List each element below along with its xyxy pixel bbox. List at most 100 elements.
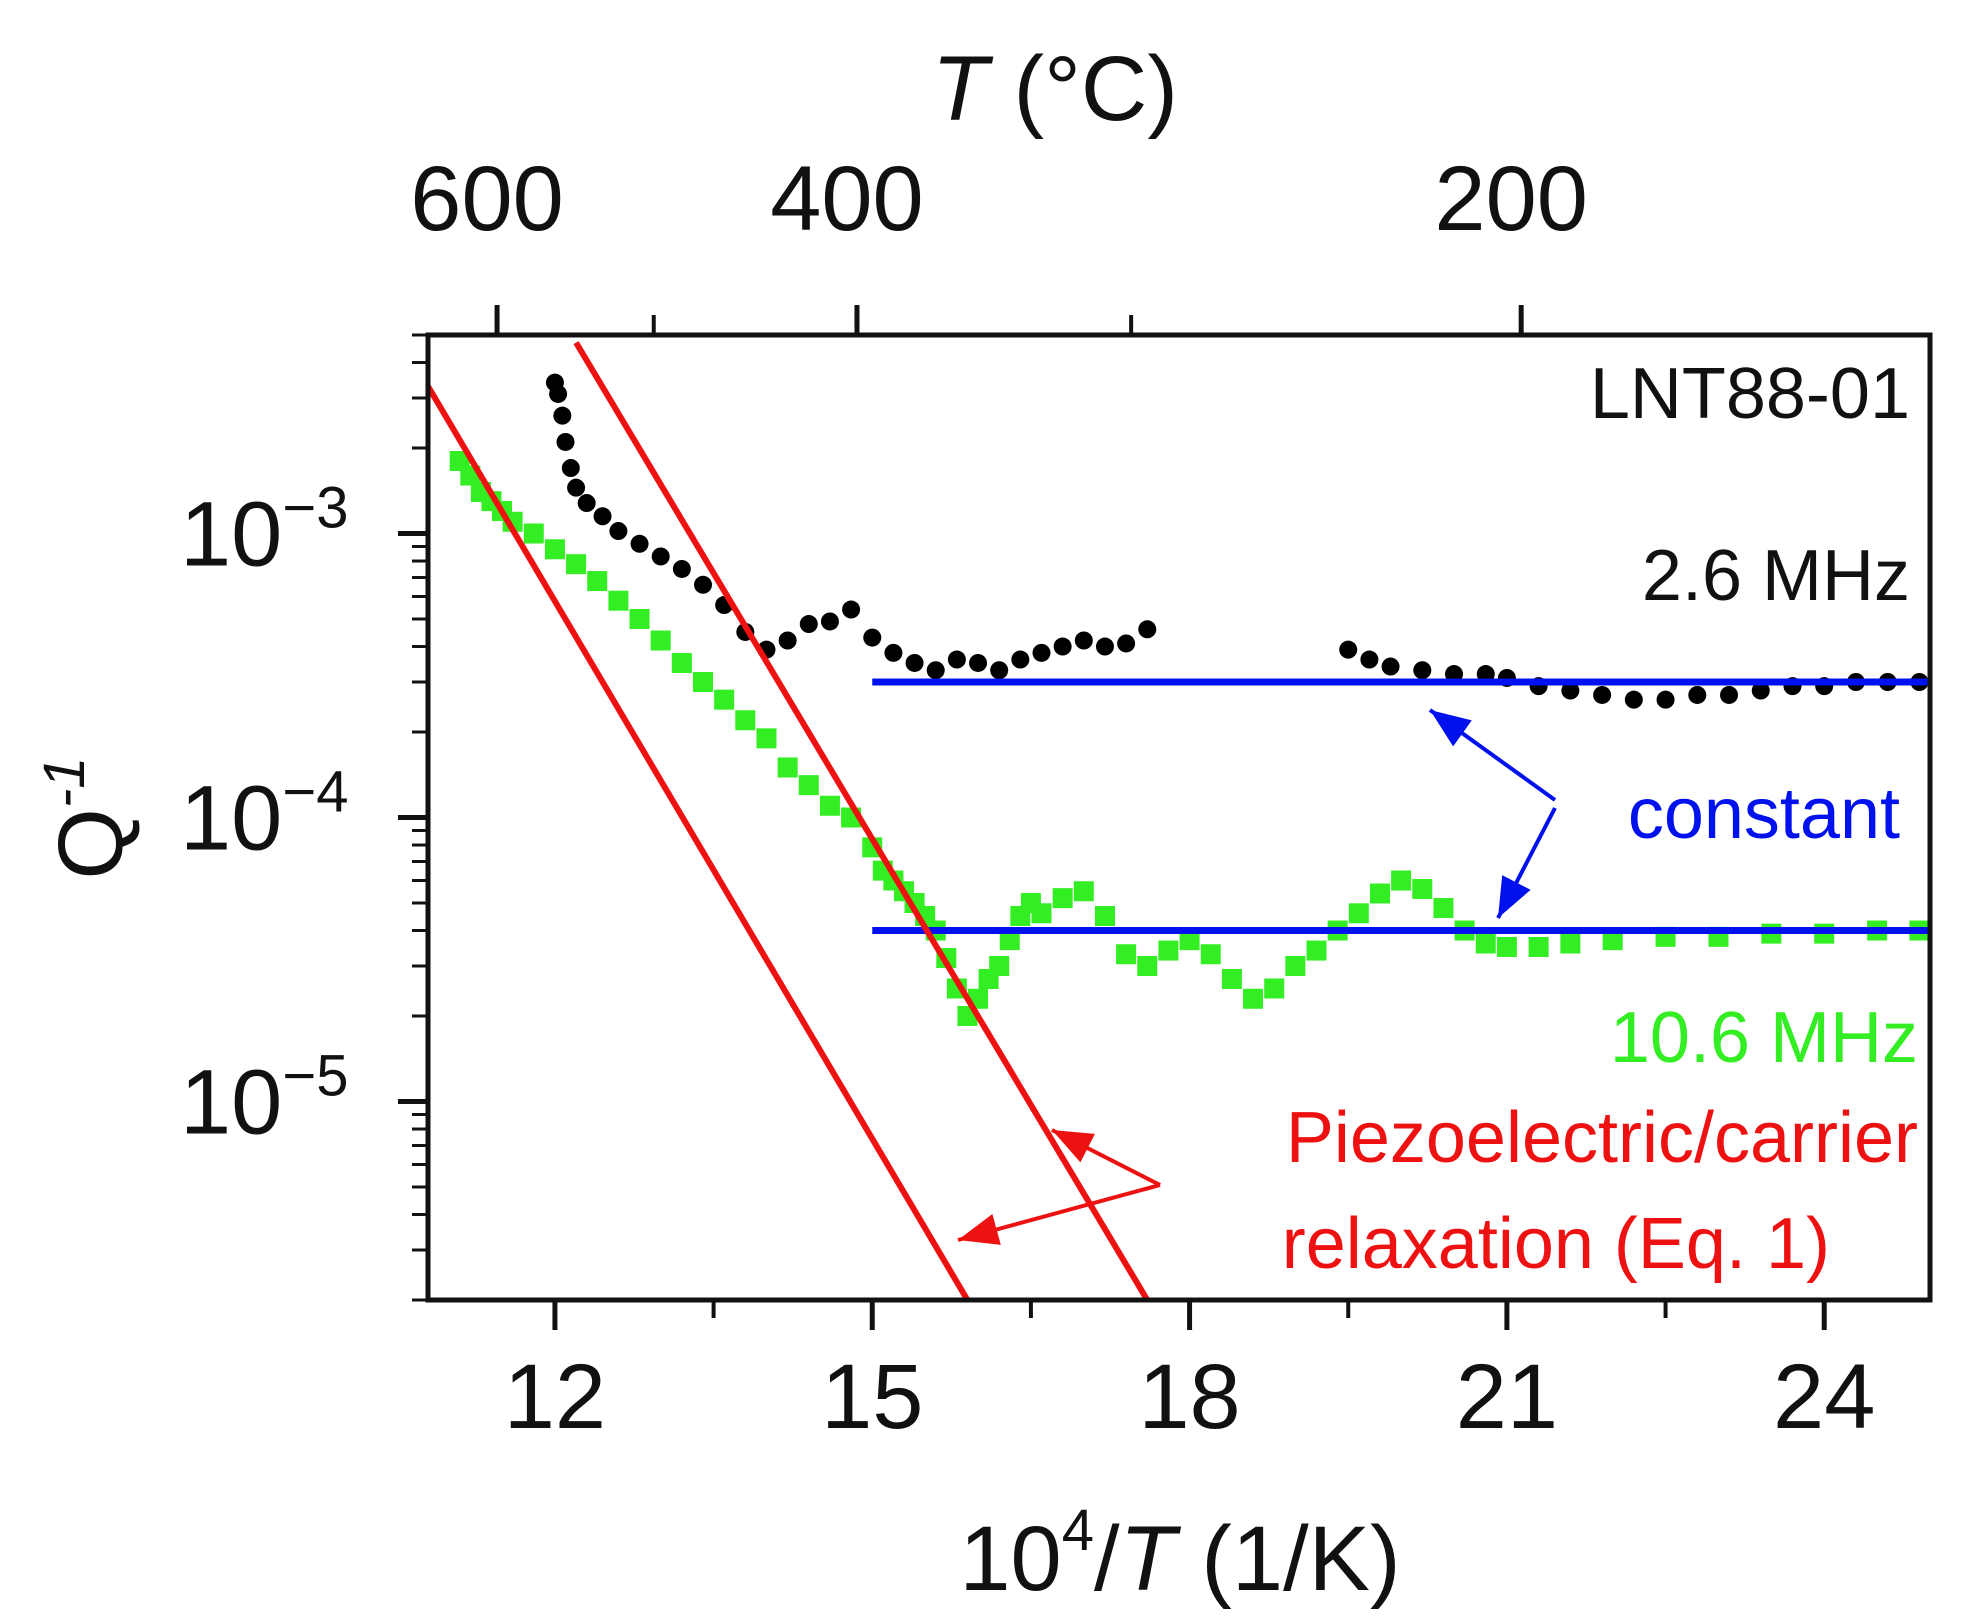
arrow-relaxation-left-head bbox=[958, 1214, 1001, 1245]
data-point bbox=[1158, 940, 1179, 961]
data-point bbox=[989, 955, 1010, 976]
data-point bbox=[1413, 661, 1432, 680]
data-point bbox=[1032, 643, 1051, 662]
data-point bbox=[694, 575, 713, 594]
y-tick-label: 10−3 bbox=[180, 476, 348, 586]
data-point bbox=[608, 590, 629, 611]
data-point bbox=[999, 930, 1020, 951]
data-point bbox=[778, 631, 797, 650]
data-point bbox=[969, 653, 988, 672]
data-point bbox=[1200, 944, 1221, 965]
arrow-constant-lower-head bbox=[1498, 875, 1531, 918]
data-point bbox=[1348, 903, 1369, 924]
data-point bbox=[544, 539, 565, 560]
y-tick-label: 10−4 bbox=[180, 760, 348, 870]
y-tick-label: 10−5 bbox=[180, 1043, 348, 1153]
data-point bbox=[556, 432, 575, 451]
data-point bbox=[1475, 933, 1496, 954]
data-point bbox=[1074, 631, 1093, 650]
relaxation-lines bbox=[428, 341, 1150, 1300]
y-axis: 10−3 10−4 10−5 bbox=[180, 333, 428, 1302]
data-point bbox=[799, 615, 818, 634]
data-point bbox=[609, 522, 628, 541]
x-tick-label: 21 bbox=[1456, 1346, 1558, 1448]
data-point bbox=[1624, 690, 1643, 709]
data-point bbox=[819, 795, 840, 816]
data-point bbox=[593, 507, 612, 526]
label-relaxation-eq1: relaxation (Eq. 1) bbox=[1282, 1204, 1830, 1284]
data-point bbox=[1369, 883, 1390, 904]
data-point bbox=[1052, 888, 1073, 909]
arrow-relaxation-right-head bbox=[1052, 1130, 1095, 1163]
data-point bbox=[1179, 930, 1200, 951]
data-point bbox=[1720, 685, 1739, 704]
y-axis-title: Q-1 bbox=[32, 756, 142, 879]
annotation-arrows bbox=[957, 708, 1557, 1245]
data-point bbox=[1264, 978, 1285, 999]
top-tick-label: 200 bbox=[1434, 148, 1588, 250]
data-point bbox=[1656, 690, 1675, 709]
data-point bbox=[630, 534, 649, 553]
data-point bbox=[693, 671, 714, 692]
data-point bbox=[926, 661, 945, 680]
data-point bbox=[1339, 640, 1358, 659]
data-point bbox=[735, 710, 756, 731]
data-point bbox=[884, 643, 903, 662]
data-point bbox=[820, 612, 839, 631]
data-point bbox=[523, 523, 544, 544]
data-point bbox=[671, 652, 692, 673]
data-point bbox=[1360, 650, 1379, 669]
data-point bbox=[1116, 944, 1137, 965]
label-constant: constant bbox=[1628, 774, 1900, 854]
data-point bbox=[1593, 685, 1612, 704]
data-point bbox=[947, 650, 966, 669]
label-piezoelectric-carrier: Piezoelectric/carrier bbox=[1286, 1098, 1918, 1178]
x-axis: 12 15 18 21 24 bbox=[504, 1300, 1875, 1448]
data-point bbox=[1561, 681, 1580, 700]
data-point bbox=[672, 559, 691, 578]
data-point bbox=[1306, 940, 1327, 961]
data-point bbox=[1221, 968, 1242, 989]
data-point bbox=[1243, 988, 1264, 1009]
x-tick-label: 18 bbox=[1138, 1346, 1240, 1448]
data-point bbox=[1412, 879, 1433, 900]
constant-lines bbox=[872, 678, 1930, 935]
data-point bbox=[549, 384, 568, 403]
x-tick-label: 15 bbox=[821, 1346, 923, 1448]
x-tick-label: 24 bbox=[1773, 1346, 1875, 1448]
sample-label: LNT88-01 bbox=[1590, 354, 1910, 434]
data-point bbox=[1560, 933, 1581, 954]
data-point bbox=[863, 628, 882, 647]
data-point bbox=[1095, 637, 1114, 656]
data-point bbox=[798, 775, 819, 796]
data-point bbox=[1011, 650, 1030, 669]
top-tick-label: 400 bbox=[770, 148, 924, 250]
data-point bbox=[756, 728, 777, 749]
data-point bbox=[905, 653, 924, 672]
data-point bbox=[1751, 681, 1770, 700]
data-point bbox=[1496, 936, 1517, 957]
data-point bbox=[650, 630, 671, 651]
data-point bbox=[1138, 620, 1157, 639]
data-point bbox=[566, 554, 587, 575]
relaxation-line bbox=[573, 341, 1150, 1300]
x-tick-label: 12 bbox=[504, 1346, 606, 1448]
arrow-constant-upper-head bbox=[1430, 710, 1472, 747]
data-point bbox=[1031, 903, 1052, 924]
data-point bbox=[842, 600, 861, 619]
data-point bbox=[1285, 955, 1306, 976]
data-point bbox=[561, 459, 580, 478]
data-point bbox=[1433, 898, 1454, 919]
data-point bbox=[1073, 881, 1094, 902]
data-point bbox=[629, 608, 650, 629]
data-point bbox=[1137, 955, 1158, 976]
data-point bbox=[777, 757, 798, 778]
plot-area bbox=[428, 341, 1930, 1300]
data-point bbox=[1117, 634, 1136, 653]
label-2-6-mhz: 2.6 MHz bbox=[1642, 536, 1910, 616]
data-point bbox=[567, 478, 586, 497]
relaxation-line bbox=[428, 384, 971, 1300]
top-axis-title: T (°C) bbox=[932, 38, 1178, 140]
data-point bbox=[1688, 685, 1707, 704]
